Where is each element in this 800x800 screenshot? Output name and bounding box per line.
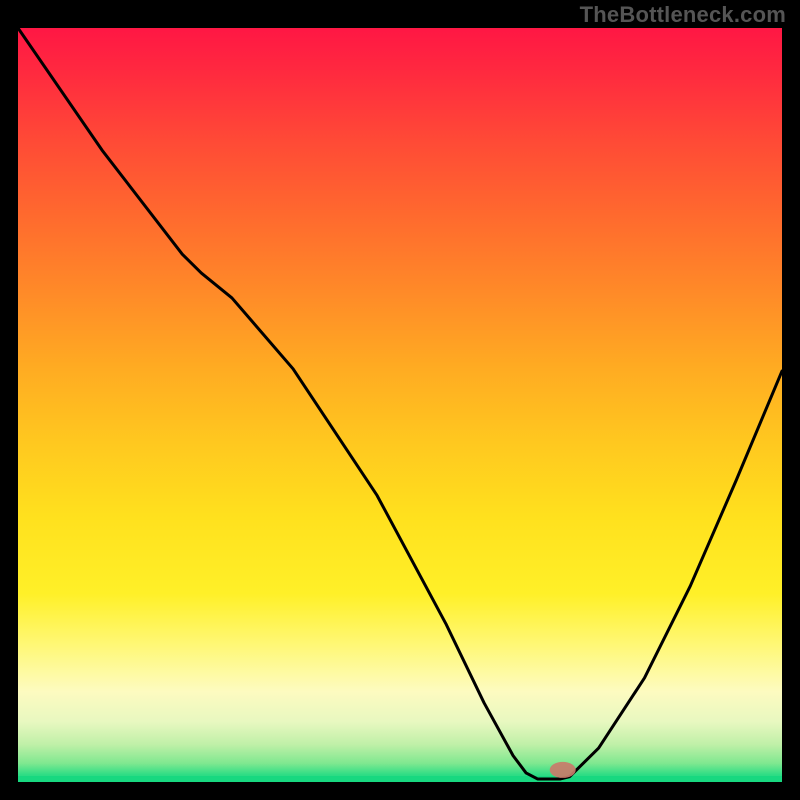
bottleneck-chart — [0, 0, 800, 800]
plot-background — [18, 28, 782, 782]
watermark-text: TheBottleneck.com — [580, 2, 786, 28]
minimum-marker — [550, 762, 576, 778]
